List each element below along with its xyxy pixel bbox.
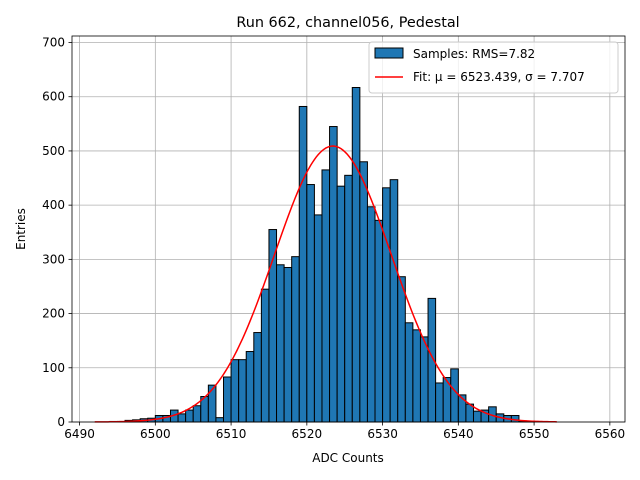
histogram-bar [412, 329, 421, 423]
histogram-bar [215, 417, 225, 423]
histogram-bar [344, 174, 353, 423]
histogram-bars [109, 87, 535, 423]
histogram-bar [450, 368, 459, 423]
histogram-bar [245, 351, 255, 423]
y-tick-label: 100 [42, 361, 65, 375]
histogram-bar [435, 382, 444, 423]
histogram-bar [404, 322, 414, 423]
x-axis-label: ADC Counts [312, 451, 384, 465]
histogram-bar [185, 409, 194, 423]
histogram-bar [382, 187, 391, 423]
plot-frame [71, 35, 626, 423]
y-tick-label: 700 [42, 36, 65, 50]
histogram-bar [510, 414, 520, 423]
histogram-bar [207, 384, 217, 423]
x-tick-label: 6550 [519, 427, 550, 441]
x-tick-label: 6490 [64, 427, 95, 441]
histogram-bar [177, 413, 187, 423]
histogram-bar [472, 410, 482, 423]
histogram-bar [223, 376, 232, 423]
y-tick-label: 400 [42, 198, 65, 212]
histogram-bar [230, 359, 240, 423]
legend-histogram-swatch [374, 47, 404, 59]
histogram-bar [313, 214, 323, 423]
legend-fit-label: Fit: μ = 6523.439, σ = 7.707 [413, 70, 585, 84]
y-tick-label: 500 [42, 144, 65, 158]
chart-title: Run 662, channel056, Pedestal [236, 15, 459, 31]
histogram-bar [359, 161, 368, 423]
histogram-bar [329, 126, 338, 423]
fit-curve [94, 145, 557, 423]
x-tick-label: 6510 [216, 427, 247, 441]
histogram-bar [366, 206, 376, 423]
histogram-bar [306, 184, 315, 423]
histogram-bar [192, 405, 202, 423]
legend-histogram-label: Samples: RMS=7.82 [413, 47, 535, 61]
y-axis-label: Entries [14, 208, 28, 250]
histogram-bar [336, 185, 346, 423]
y-tick-label: 0 [57, 415, 65, 429]
histogram-bar [253, 332, 262, 423]
legend: Samples: RMS=7.82 Fit: μ = 6523.439, σ =… [368, 41, 619, 94]
x-tick-label: 6530 [367, 427, 398, 441]
y-tick-label: 600 [42, 90, 65, 104]
legend-box [368, 41, 619, 94]
histogram-bar [238, 359, 247, 423]
x-tick-label: 6560 [595, 427, 626, 441]
histogram-bar [283, 266, 293, 423]
x-tick-label: 6520 [292, 427, 323, 441]
axis-ticks: 6490 6500 6510 6520 6530 6540 6550 6560 0 100 200 3… [42, 36, 625, 441]
histogram-bar [419, 336, 429, 423]
histogram-bar [291, 256, 300, 423]
y-tick-label: 200 [42, 307, 65, 321]
histogram-bar [374, 219, 384, 423]
histogram-bar [389, 179, 399, 423]
x-tick-label: 6540 [443, 427, 474, 441]
histogram-bar [298, 105, 308, 423]
x-tick-label: 6500 [140, 427, 171, 441]
histogram-bar [397, 276, 406, 423]
histogram-bar [351, 87, 361, 423]
histogram-bar [276, 264, 285, 423]
histogram-bar [321, 169, 331, 423]
y-tick-label: 300 [42, 252, 65, 266]
histogram-bar [260, 288, 270, 423]
